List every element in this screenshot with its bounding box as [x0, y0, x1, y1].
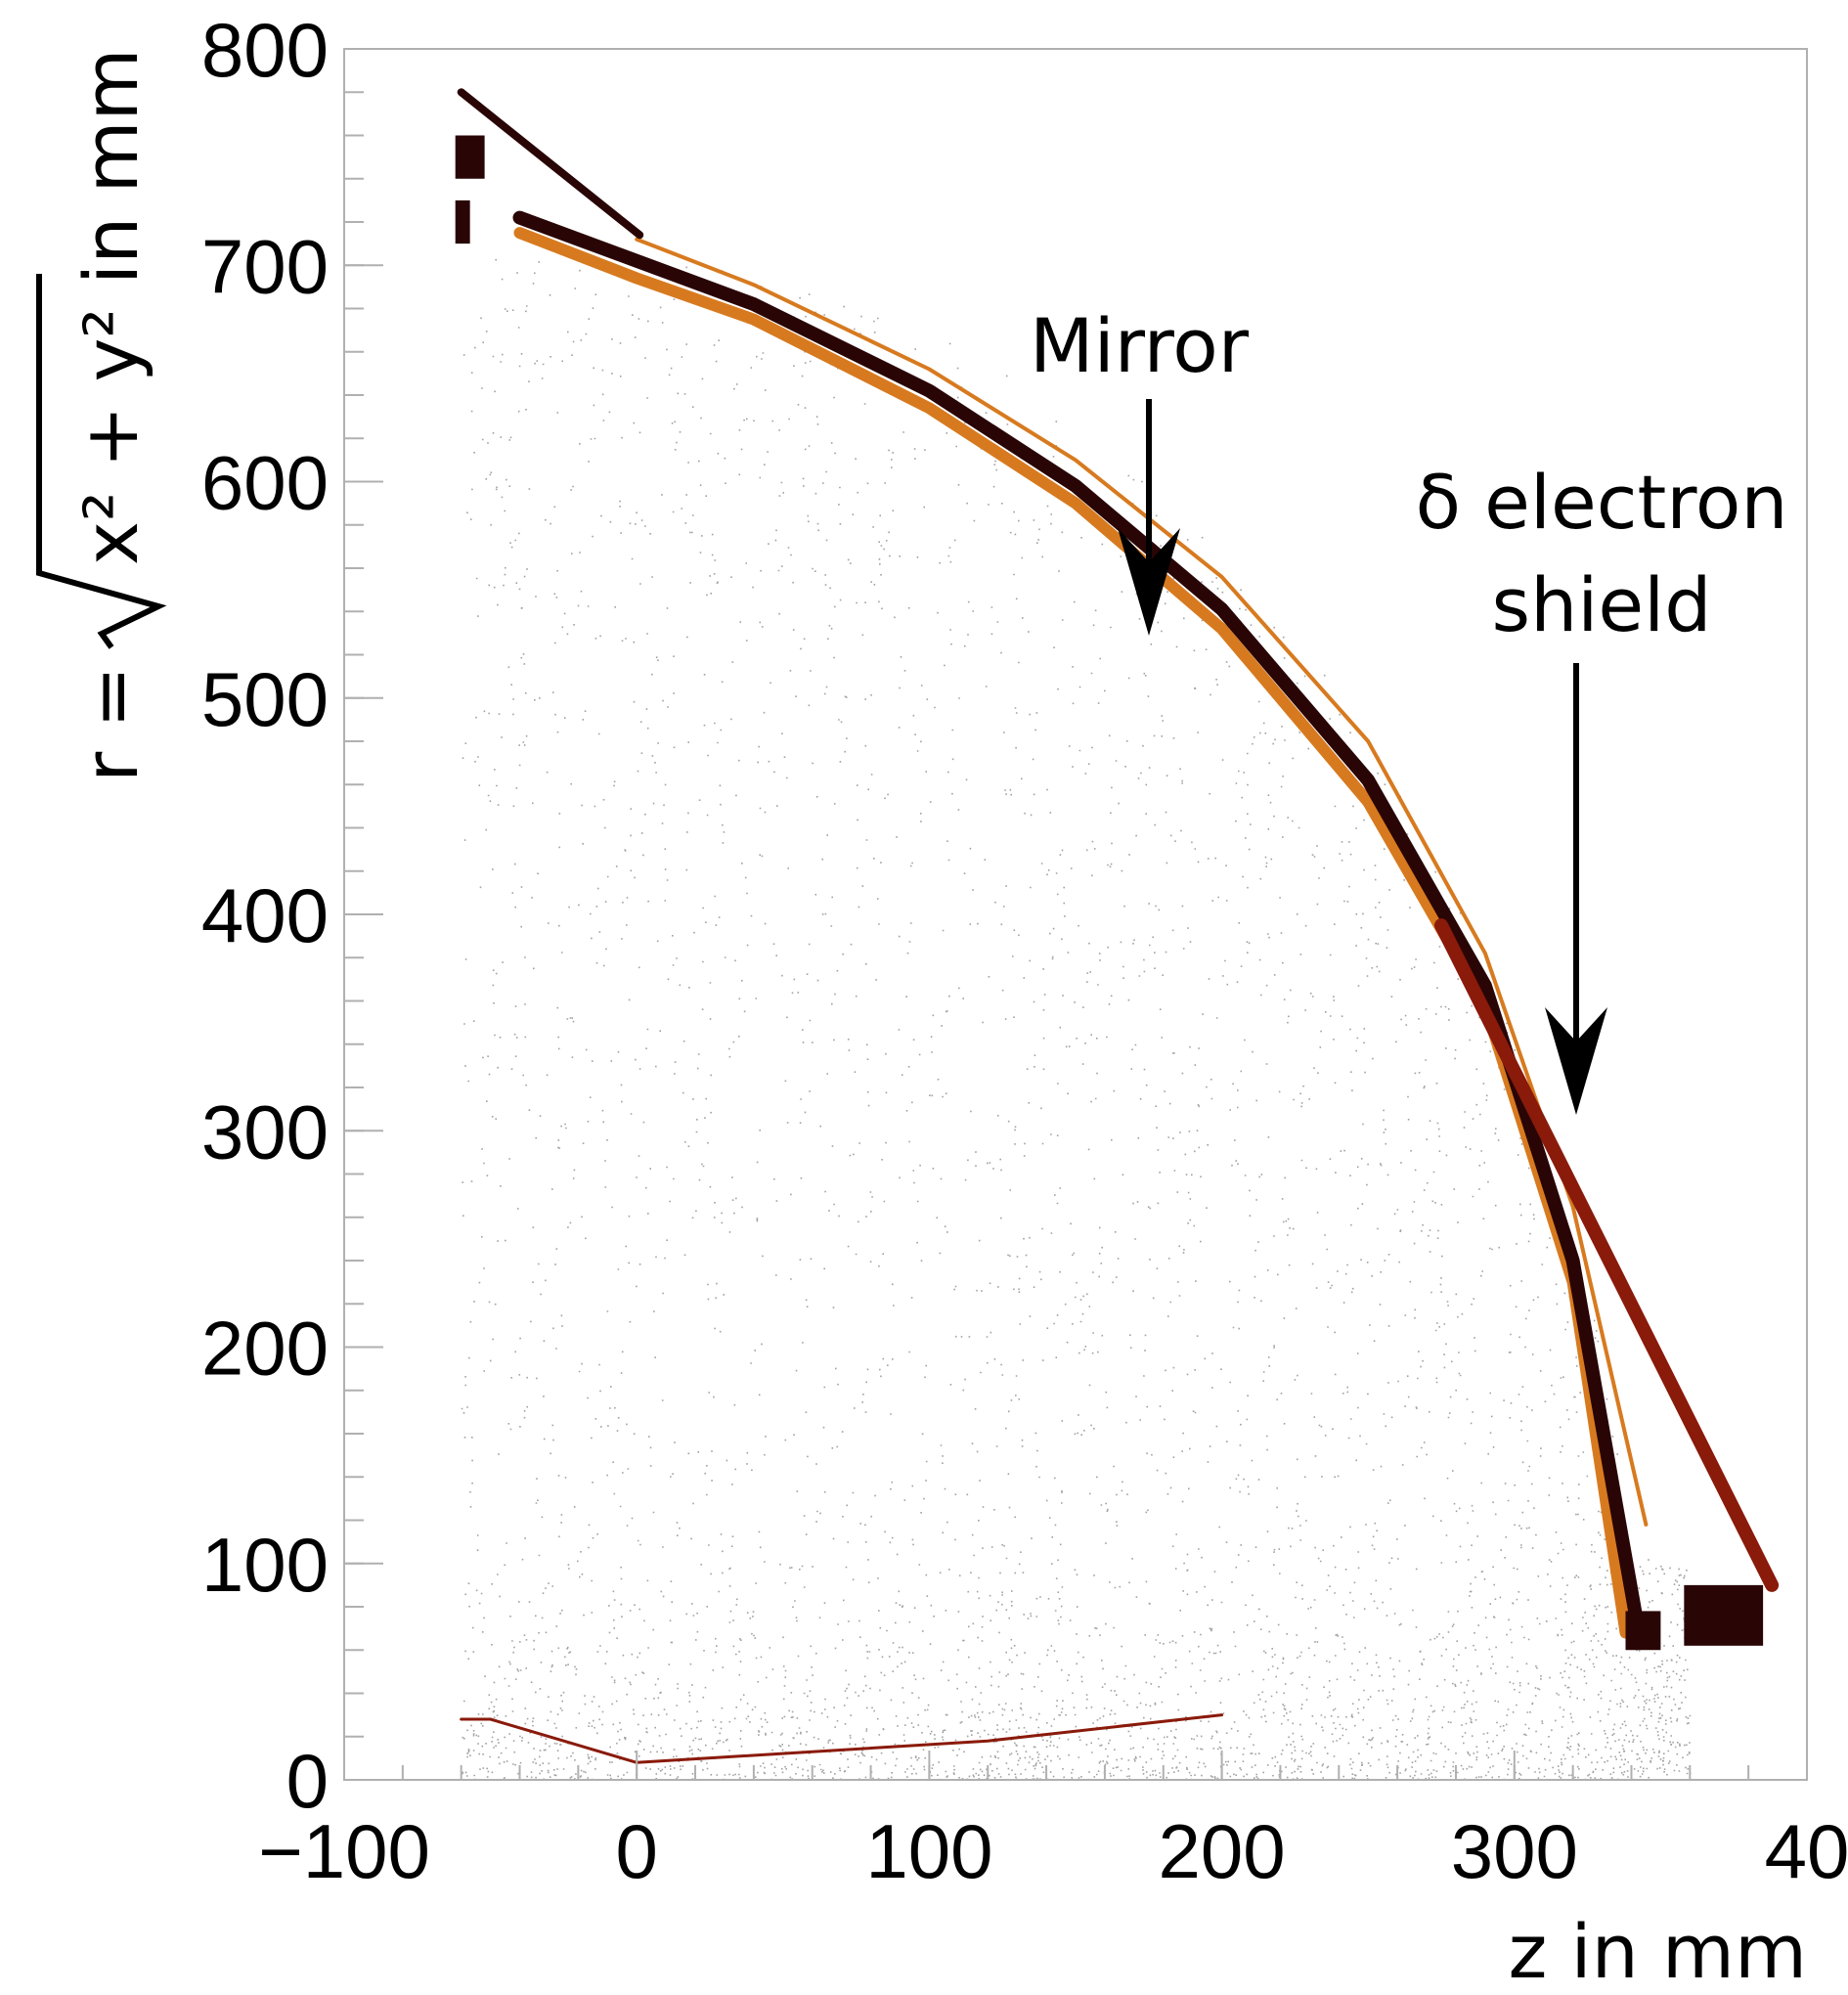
y-tick-label: 100: [201, 1522, 329, 1608]
annotations: Mirror δ electron shield: [1030, 302, 1788, 1115]
y-axis-title-radicand: x² + y² in mm: [67, 48, 154, 565]
mirror-arrow-head: [1118, 528, 1180, 636]
structure-block: [1684, 1584, 1764, 1646]
x-tick-label: −100: [258, 1808, 430, 1894]
structure-block: [1625, 1611, 1661, 1651]
x-tick-label: 40: [1765, 1808, 1848, 1894]
x-tick-label: 100: [865, 1808, 992, 1894]
y-axis-title-prefix: r =: [67, 666, 154, 782]
structure-shield: [1434, 918, 1780, 1592]
x-tick-label: 300: [1451, 1808, 1578, 1894]
y-axis-radical-sign: [36, 274, 167, 649]
shield-label: shield: [1492, 561, 1712, 648]
y-tick-label: 500: [201, 656, 329, 742]
structure-block: [455, 135, 485, 179]
shield-arrow-head: [1545, 1007, 1607, 1115]
shield-label: δ electron: [1415, 459, 1787, 546]
y-tick-label: 700: [201, 223, 329, 309]
y-tick-label: 0: [286, 1738, 329, 1824]
y-axis-title: r = x² + y² in mm: [36, 48, 167, 782]
x-tick-label: 200: [1159, 1808, 1286, 1894]
y-tick-label: 800: [201, 7, 329, 93]
structure-upper-dark-rod: [457, 88, 644, 240]
y-tick-label: 400: [201, 872, 329, 958]
structure-block: [455, 200, 470, 244]
y-tick-label: 200: [201, 1306, 329, 1392]
y-tick-label: 600: [201, 440, 329, 526]
x-tick-label: 0: [616, 1808, 658, 1894]
y-tick-label: 300: [201, 1088, 329, 1175]
axes: −100 0 100 200 300 40010020030040050060070080…: [201, 7, 1848, 1894]
mirror-label: Mirror: [1030, 302, 1250, 389]
x-axis-title: z in mm: [1508, 1908, 1807, 1995]
